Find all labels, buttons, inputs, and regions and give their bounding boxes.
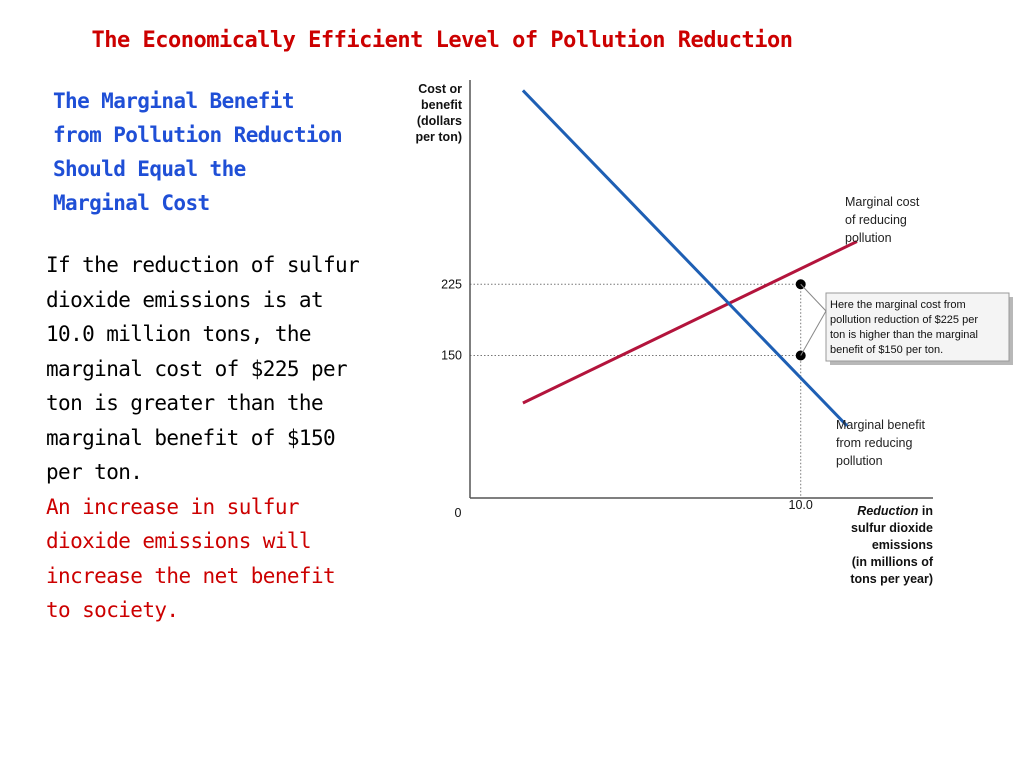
callout-text-line: benefit of $150 per ton. [830,344,943,356]
y-axis-title-line: (dollars [417,114,462,128]
body-line: dioxide emissions is at [46,287,324,312]
callout-box [825,292,1010,362]
chart-axes [469,80,933,499]
x-axis-title-line: sulfur dioxide [851,521,933,535]
series-label-line: pollution [845,231,892,245]
y-axis-title-line: Cost or [418,82,462,96]
body-line: marginal benefit of $150 [46,425,336,450]
body-line: 10.0 million tons, the [46,322,312,346]
callout-text-line: pollution reduction of $225 per [830,314,978,326]
explanation-text: If the reduction of sulfur dioxide emiss… [46,248,396,628]
body-line: ton is greater than the [46,391,324,415]
x-tick-label: 10.0 [789,498,813,512]
series-line [522,240,858,405]
y-tick-label: 150 [441,349,462,363]
callout-text-line: Here the marginal cost from [830,299,966,311]
chart-callout: Here the marginal cost from pollution red… [800,283,1013,365]
conclusion-line: to society. [46,598,179,622]
chart-labels: 225 150 10.0 0 Cost or benefit (dollars per ton… [415,82,933,586]
subtitle-line: from Pollution Reduction [53,123,343,147]
subtitle-line: Should Equal the [53,157,246,181]
x-axis-title-line: tons per year) [850,572,933,586]
series-line [521,89,849,427]
conclusion-line: An increase in sulfur [46,494,300,519]
series-label-line: Marginal benefit [836,418,925,432]
callout-text-line: ton is higher than the marginal [830,329,978,341]
slide-subtitle: The Marginal Benefit from Pollution Redu… [53,84,393,220]
body-line: per ton. [46,460,143,484]
y-tick-label: 225 [441,277,462,291]
chart-series [521,89,858,427]
callout-leader-line [800,310,827,356]
slide-title: The Economically Efficient Level of Poll… [91,28,793,53]
body-line: If the reduction of sulfur [46,253,360,277]
series-label-line: Marginal cost [845,195,920,209]
series-label-line: from reducing [836,436,912,450]
x-axis-title-line: Reduction in [857,504,933,518]
series-label-line: of reducing [845,213,907,227]
y-axis-title-line: per ton) [415,130,462,144]
body-line: marginal cost of $225 per [46,356,348,381]
conclusion-line: increase the net benefit [46,563,336,588]
series-label-line: pollution [836,454,883,468]
origin-label: 0 [455,506,462,520]
guide-lines [470,283,802,498]
conclusion-line: dioxide emissions will [46,529,312,553]
callout-leader-line [800,283,827,312]
subtitle-line: The Marginal Benefit [53,89,294,113]
subtitle-line: Marginal Cost [53,191,210,215]
x-axis-title-line: (in millions of [852,555,934,569]
y-axis-title-line: benefit [421,98,463,112]
x-axis-title-line: emissions [872,538,933,552]
